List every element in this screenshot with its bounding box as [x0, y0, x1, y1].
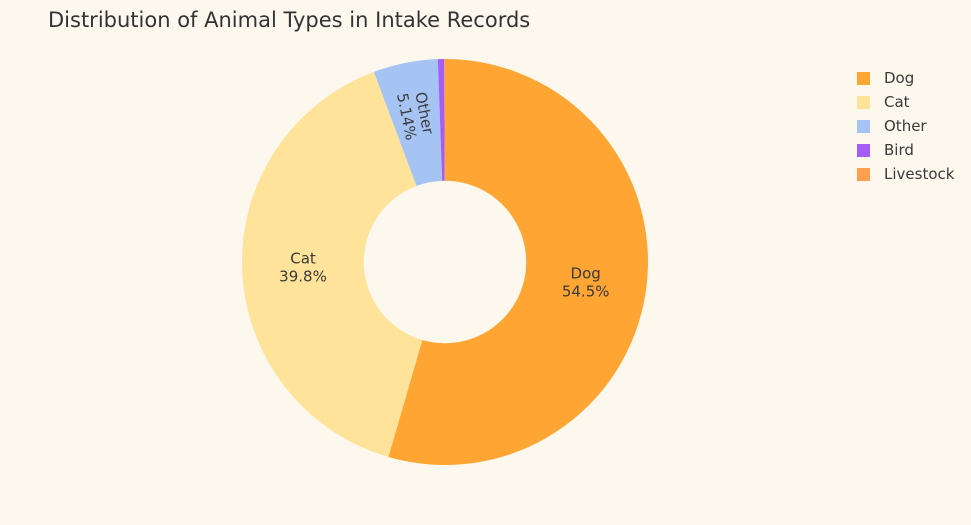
legend-swatch [857, 167, 870, 181]
legend-swatch [857, 119, 870, 133]
slice-dog [388, 59, 649, 466]
legend: Dog Cat Other Bird Livestock [857, 66, 954, 186]
chart-title: Distribution of Animal Types in Intake R… [48, 8, 531, 32]
legend-item-cat[interactable]: Cat [857, 90, 954, 114]
slice-label-name: Dog [571, 264, 601, 282]
legend-item-other[interactable]: Other [857, 114, 954, 138]
slice-labels: Dog 54.5%Cat 39.8%Other5.14% [279, 90, 610, 300]
slice-label-percent: 54.5% [562, 282, 610, 300]
legend-item-bird[interactable]: Bird [857, 138, 954, 162]
slice-label-percent: 39.8% [279, 268, 327, 286]
legend-label: Dog [884, 69, 915, 87]
slice-bird [437, 59, 445, 181]
legend-swatch [857, 143, 870, 157]
legend-label: Other [884, 117, 927, 135]
slice-other [373, 59, 443, 186]
slice-label-cat: Cat 39.8% [279, 250, 327, 286]
slice-label-name: Cat [290, 250, 316, 268]
legend-item-livestock[interactable]: Livestock [857, 162, 954, 186]
legend-label: Livestock [884, 165, 955, 183]
legend-label: Cat [884, 93, 910, 111]
donut-slices [242, 59, 649, 466]
legend-item-dog[interactable]: Dog [857, 66, 954, 90]
slice-label-dog: Dog 54.5% [562, 264, 610, 300]
slice-livestock [444, 59, 445, 181]
slice-cat [242, 71, 423, 457]
legend-swatch [857, 71, 870, 85]
legend-swatch [857, 95, 870, 109]
legend-label: Bird [884, 141, 914, 159]
